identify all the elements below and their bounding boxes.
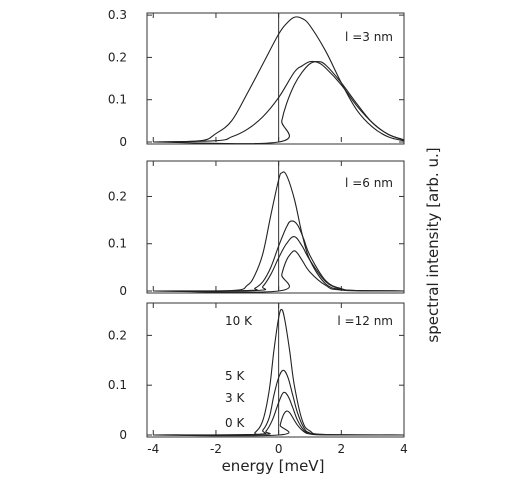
panel-1-series-1-line [153,16,405,143]
panel-3-y-tick-label: 0.1 [108,378,127,392]
panel-3-y-tick-label: 0 [119,428,127,442]
panel-1-y-tick-label: 0.1 [108,93,127,107]
temp-label-5k: 5 K [225,369,245,383]
panel-2-y-tick-label: 0 [119,284,127,298]
x-axis-title: energy [meV] [222,457,325,475]
panel-1-y-tick-label: 0.3 [108,8,127,22]
x-tick-label: 4 [400,442,408,456]
panel-3-series-4-line [153,410,405,437]
temp-label-0k: 0 K [225,416,245,430]
panel-3-frame [146,302,405,438]
panel-3-y-tick-label: 0.2 [108,328,127,342]
panel-2-series-3-line [153,236,405,292]
panel-3-series-1-line [153,308,405,436]
panel-2-series-4-line [153,250,405,293]
panel-2-y-tick-label: 0.2 [108,189,127,203]
x-tick-label: 0 [275,442,283,456]
panel-1-frame [146,12,405,145]
panel-1-y-tick-label: 0.2 [108,50,127,64]
plot-layer: 0 0.1 0.2 0.3 0 0.1 0.2 0 0.1 0.2 -4 -2 0 2 4 [108,8,408,456]
x-tick-label: -4 [147,442,159,456]
temp-label-3k: 3 K [225,391,245,405]
panel-2-label: l =6 nm [345,176,393,190]
x-tick-label: -2 [210,442,222,456]
temp-label-10k: 10 K [225,314,253,328]
panel-1-series-3-line [153,61,405,145]
panel-3-label: l =12 nm [337,314,393,328]
panel-1-label: l =3 nm [345,30,393,44]
y-axis-title: spectral intensity [arb. u.] [424,147,442,342]
panel-1-y-tick-label: 0 [119,135,127,149]
panel-2-y-tick-label: 0.1 [108,237,127,251]
panel-2-series-1-line [153,171,405,292]
x-tick-label: 2 [337,442,345,456]
panel-1-series-2-line [153,60,405,143]
panel-2-frame [146,160,405,294]
